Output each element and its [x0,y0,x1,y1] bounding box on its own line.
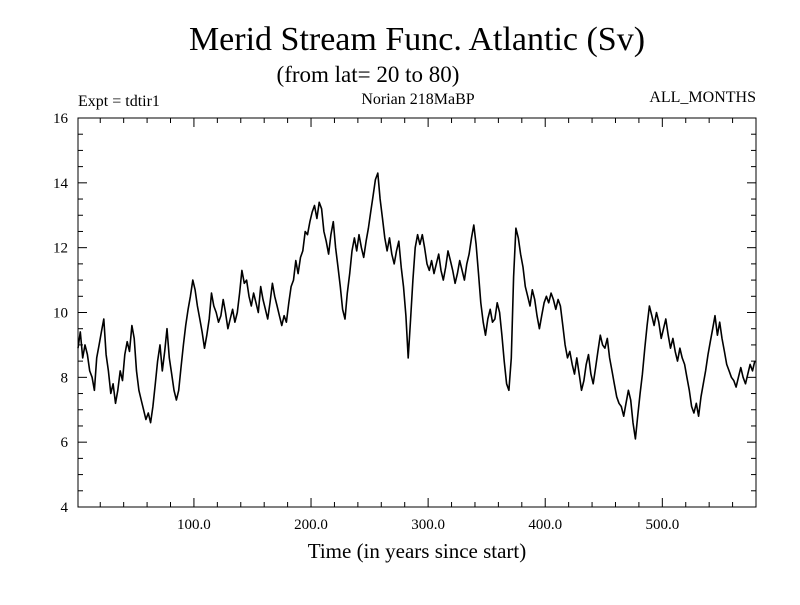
chart-subtitle: (from lat= 20 to 80) [277,62,460,87]
y-tick-label: 6 [61,435,69,451]
period-annotation: Norian 218MaBP [361,91,474,108]
chart-title: Merid Stream Func. Atlantic (Sv) [189,21,645,58]
y-tick-label: 14 [53,176,69,192]
x-tick-label: 500.0 [645,517,679,533]
series-line-0 [77,172,756,440]
y-tick-label: 10 [53,306,68,322]
x-tick-label: 400.0 [528,517,562,533]
months-annotation: ALL_MONTHS [649,89,756,106]
x-tick-label: 300.0 [411,517,445,533]
axes: 4 6 8 10 12 14 16 100.0 200.0 300.0 400.0 500.0 [53,111,757,533]
x-tick-label: 200.0 [294,517,328,533]
y-tick-label: 12 [53,241,68,257]
x-axis-label: Time (in years since start) [308,539,527,563]
y-tick-label: 4 [61,500,69,516]
y-tick-label: 8 [61,370,69,386]
experiment-annotation: Expt = tdtir1 [78,93,160,110]
plot-area [77,172,756,440]
x-tick-label: 100.0 [177,517,211,533]
y-tick-label: 16 [53,111,69,127]
